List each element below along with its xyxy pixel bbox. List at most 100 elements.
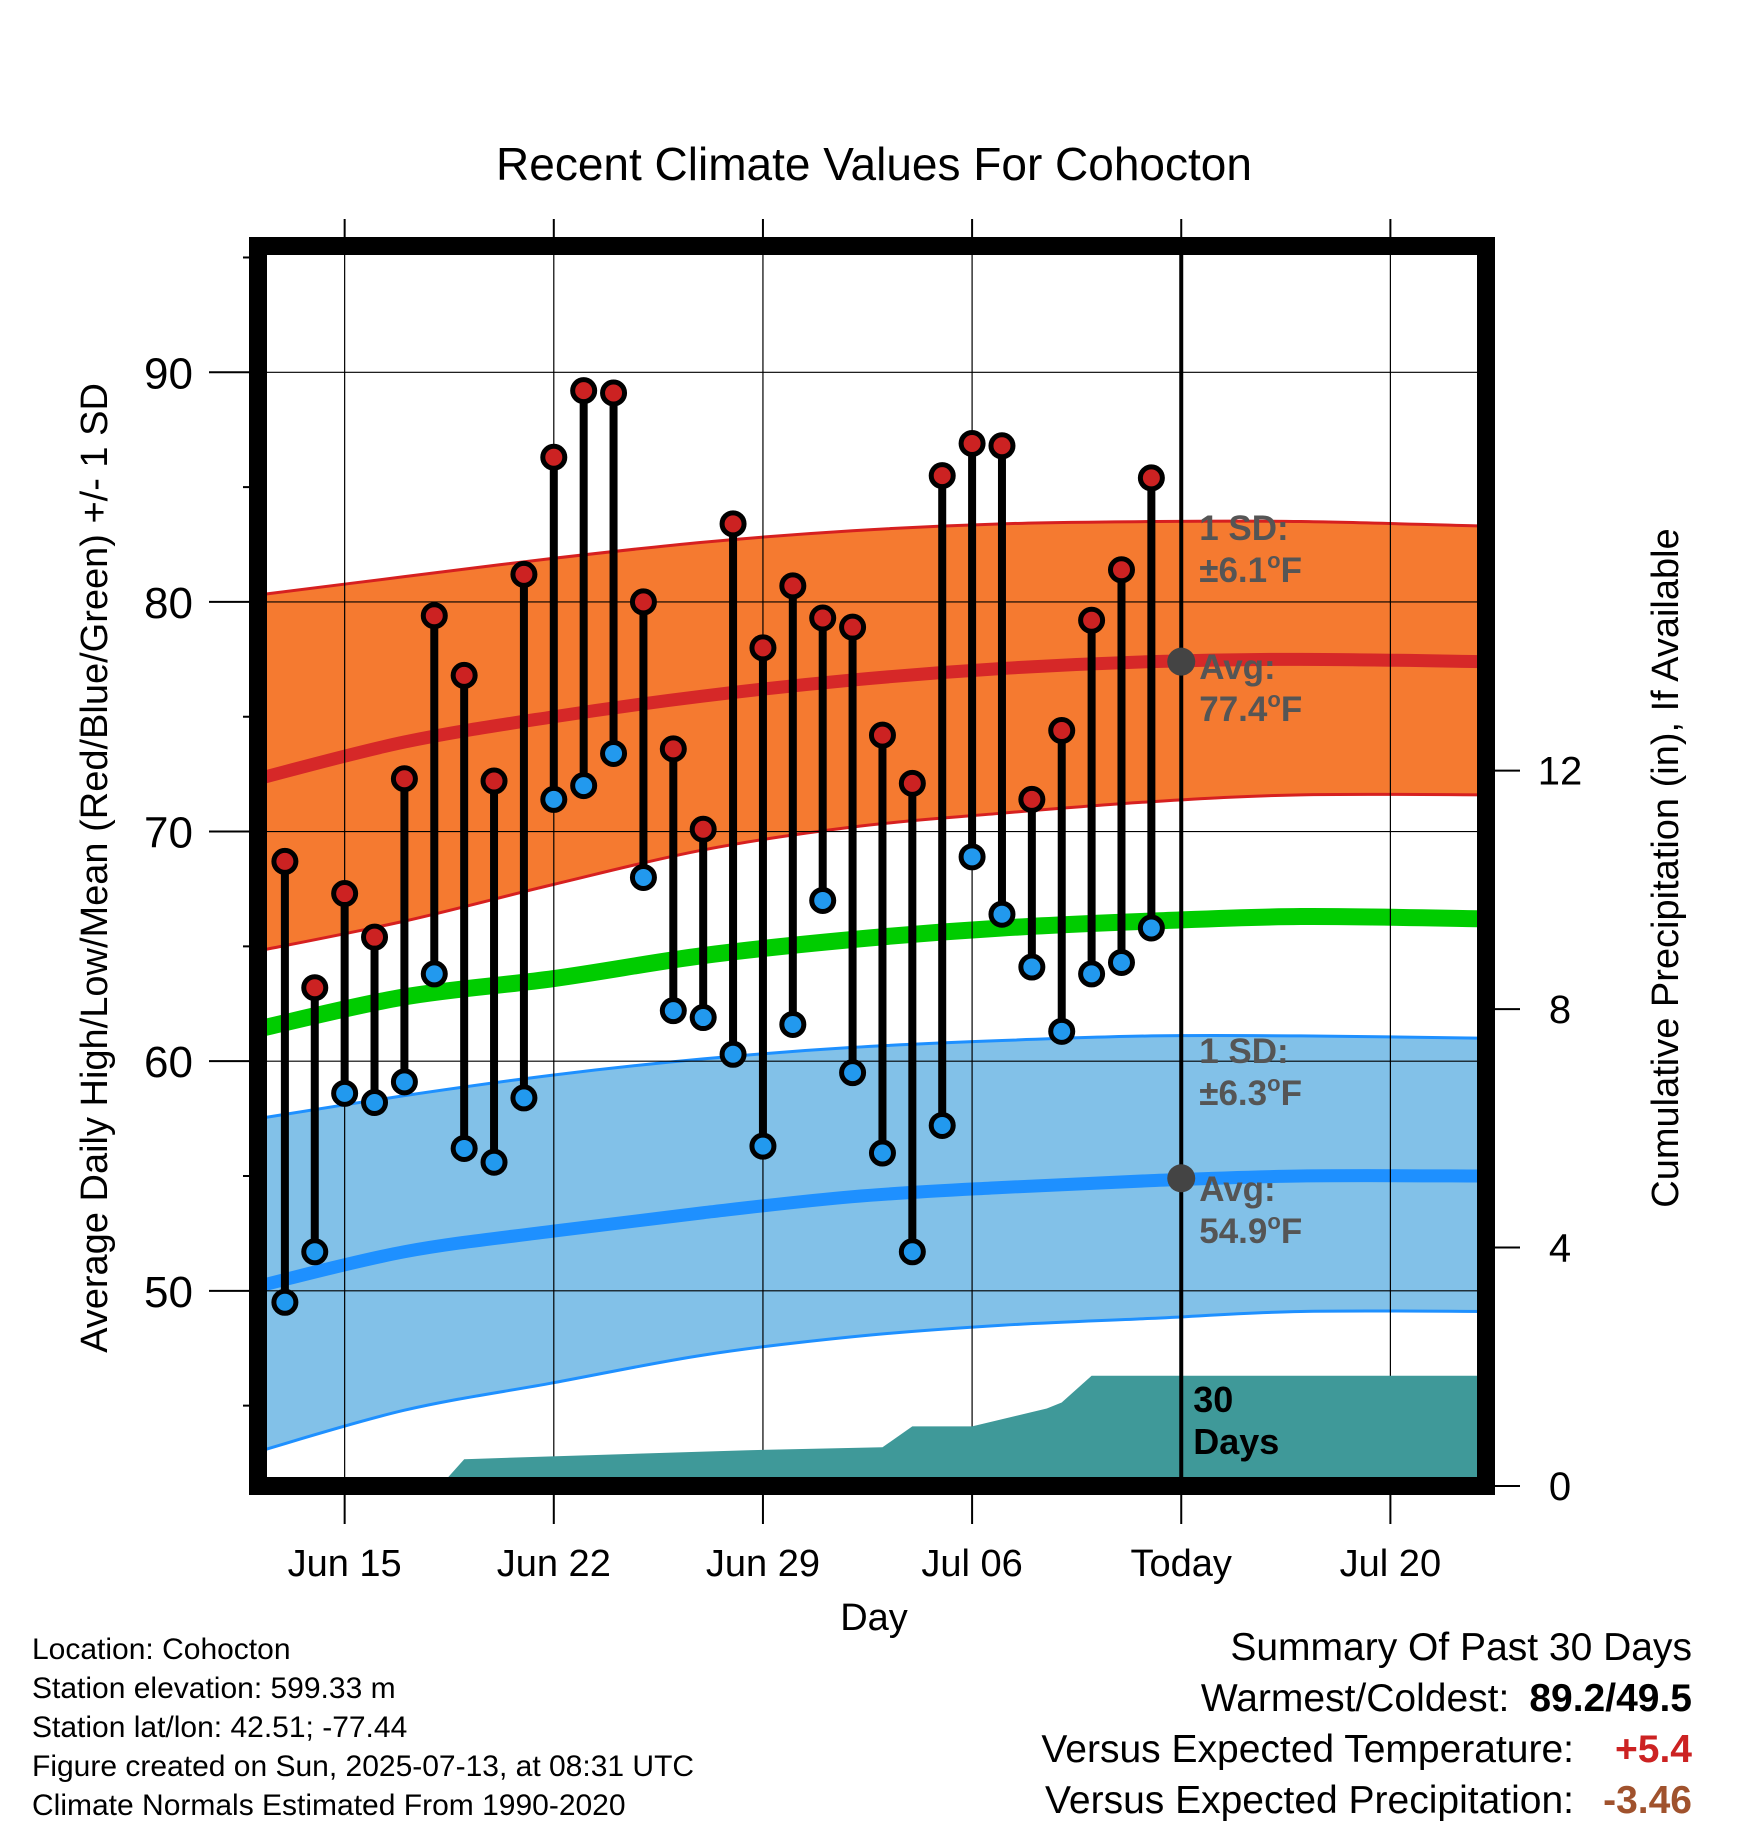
low-sd-band [258, 1035, 1486, 1452]
low-point [390, 1068, 418, 1096]
high-point [1107, 556, 1135, 584]
y2-axis-label: Cumulative Precipitation (in), If Availa… [1645, 528, 1687, 1207]
low-point [988, 900, 1016, 928]
warmest-coldest-row: Warmest/Coldest: 89.2/49.5 [1041, 1673, 1692, 1724]
high-point [1048, 717, 1076, 745]
low-point [629, 863, 657, 891]
high-point [839, 613, 867, 641]
y-tick-label: 50 [144, 1268, 193, 1317]
high-point [719, 510, 747, 538]
high-point [1137, 464, 1165, 492]
y-axis-label: Average Daily High/Low/Mean (Red/Blue/Gr… [74, 383, 116, 1353]
low-point [958, 843, 986, 871]
y2-tick-label: 12 [1538, 750, 1583, 794]
high-point [390, 765, 418, 793]
high-point [689, 815, 717, 843]
high-point [420, 602, 448, 630]
x-tick-label: Jun 15 [288, 1543, 402, 1585]
low-point [480, 1148, 508, 1176]
high-sd-label: 1 SD: [1199, 509, 1288, 548]
y2-tick-label: 8 [1549, 988, 1571, 1032]
low-avg-line [256, 1169, 1487, 1293]
high-point [868, 721, 896, 749]
y2-tick-label: 4 [1549, 1227, 1571, 1271]
created-text: Figure created on Sun, 2025-07-13, at 08… [32, 1750, 695, 1783]
low-point [809, 886, 837, 914]
precip-area [440, 1375, 1486, 1486]
x-tick-label: Jun 29 [706, 1543, 820, 1585]
precipitation-area [440, 1375, 1486, 1486]
latlon-text: Station lat/lon: 42.51; -77.44 [32, 1711, 408, 1744]
high-point [898, 769, 926, 797]
x-axis-label: Day [840, 1597, 908, 1639]
low-avg-value: 54.9oF [1199, 1209, 1302, 1251]
high-point [271, 847, 299, 875]
high-point [540, 443, 568, 471]
low-point [1018, 953, 1046, 981]
low-point [331, 1079, 359, 1107]
x-tick-label: Jul 20 [1340, 1543, 1441, 1585]
summary-panel: Summary Of Past 30 Days Warmest/Coldest:… [1041, 1622, 1692, 1826]
y-tick-label: 60 [144, 1038, 193, 1087]
high-upper-line [257, 519, 1487, 597]
low-point [839, 1059, 867, 1087]
x-tick-label: Jun 22 [497, 1543, 611, 1585]
period-label: 30 [1193, 1379, 1233, 1420]
high-point [1018, 785, 1046, 813]
daily-range-stems [280, 390, 1156, 1303]
low-point [271, 1288, 299, 1316]
high-point [749, 634, 777, 662]
y2-tick-label: 0 [1549, 1465, 1571, 1509]
summary-title: Summary Of Past 30 Days [1230, 1626, 1692, 1669]
y-tick-label: 70 [144, 809, 193, 858]
high-point [1078, 606, 1106, 634]
high-avg-value: 77.4oF [1199, 687, 1302, 729]
low-point [1078, 960, 1106, 988]
x-tick-label: Jul 06 [921, 1543, 1022, 1585]
high-point [510, 560, 538, 588]
temp-row: Versus Expected Temperature: +5.4 [1041, 1724, 1692, 1775]
temp-value: +5.4 [1615, 1728, 1692, 1771]
high-point [659, 735, 687, 763]
low-sd-label: 1 SD: [1199, 1032, 1288, 1071]
period-label: Days [1193, 1421, 1279, 1462]
high-point [988, 432, 1016, 460]
normals-text: Climate Normals Estimated From 1990-2020 [32, 1789, 626, 1822]
low-point [361, 1089, 389, 1117]
axes: 50 60 70 80 90 0 4 8 12 Jun 15 Jun 22 Jun 29 Jul 06 T… [144, 219, 1582, 1585]
low-point [719, 1040, 747, 1068]
low-point [600, 739, 628, 767]
low-sd-value: ±6.3oF [1199, 1071, 1302, 1113]
low-point [510, 1084, 538, 1112]
precip-row: Versus Expected Precipitation: -3.46 [1041, 1775, 1692, 1826]
high-sd-value: ±6.1oF [1199, 548, 1302, 590]
plot-frame [249, 237, 1495, 1495]
station-info: Location: Cohocton Station elevation: 59… [32, 1630, 694, 1825]
temp-label: Versus Expected Temperature: [1041, 1728, 1574, 1771]
high-point [480, 767, 508, 795]
low-point [898, 1238, 926, 1266]
normal-bands [256, 519, 1487, 1454]
high-avg-marker [1167, 647, 1196, 676]
low-point [301, 1238, 329, 1266]
elevation-text: Station elevation: 599.33 m [32, 1672, 396, 1705]
low-lower-line [257, 1309, 1487, 1454]
high-point [600, 379, 628, 407]
high-point [570, 377, 598, 405]
high-point [629, 588, 657, 616]
low-point [779, 1010, 807, 1038]
low-point [1137, 914, 1165, 942]
low-point [420, 960, 448, 988]
low-point [749, 1132, 777, 1160]
low-point [868, 1139, 896, 1167]
high-avg-label: Avg: [1199, 648, 1275, 687]
high-point [928, 462, 956, 490]
low-point [450, 1134, 478, 1162]
x-tick-label: Today [1131, 1543, 1232, 1585]
location-text: Location: Cohocton [32, 1633, 291, 1666]
high-point [331, 880, 359, 908]
high-point [809, 604, 837, 632]
